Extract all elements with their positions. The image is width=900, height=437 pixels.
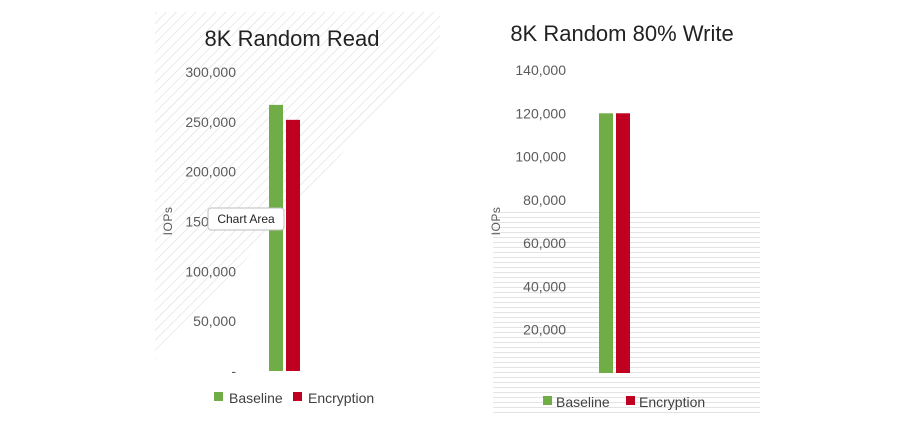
bars xyxy=(269,104,300,371)
bars xyxy=(599,113,630,374)
y-tick-label: 100,000 xyxy=(515,149,566,165)
legend-swatch-baseline xyxy=(214,392,223,401)
legend-label-encryption: Encryption xyxy=(308,390,374,406)
y-tick-label: 200,000 xyxy=(185,164,236,180)
chart-8k-random-80-write[interactable]: 8K Random 80% Write IOPs 20,000 40,000 60,… xyxy=(489,21,760,413)
y-tick-label: 80,000 xyxy=(523,192,566,208)
y-tick-label: 50,000 xyxy=(193,313,236,329)
y-axis-ticks: 20,000 40,000 60,000 80,000 100,000 120,000 14… xyxy=(515,62,566,338)
y-tick-label: 60,000 xyxy=(523,235,566,251)
tooltip-label: Chart Area xyxy=(217,212,275,226)
y-tick-label: 40,000 xyxy=(523,278,566,294)
chart-8k-random-read[interactable]: 8K Random Read IOPs -50,000100,000150,00… xyxy=(155,12,440,406)
legend: Baseline Encryption xyxy=(214,390,374,406)
chart-title: 8K Random 80% Write xyxy=(510,21,733,46)
bar-encryption xyxy=(286,119,300,371)
y-tick-label: 300,000 xyxy=(185,64,236,80)
bar-baseline xyxy=(599,113,613,374)
legend: Baseline Encryption xyxy=(543,394,705,410)
legend-label-baseline: Baseline xyxy=(556,394,610,410)
chart-title: 8K Random Read xyxy=(205,26,380,51)
y-tick-label: - xyxy=(231,363,236,379)
legend-swatch-encryption xyxy=(626,396,635,405)
bar-baseline xyxy=(269,104,283,371)
chart-area-tooltip: Chart Area xyxy=(207,207,285,231)
legend-label-encryption: Encryption xyxy=(639,394,705,410)
y-axis-label: IOPs xyxy=(489,207,503,236)
legend-swatch-encryption xyxy=(293,392,302,401)
y-axis-label: IOPs xyxy=(161,207,175,236)
tooltip-box xyxy=(207,207,285,231)
y-tick-label: 250,000 xyxy=(185,114,236,130)
bar-encryption xyxy=(616,113,630,374)
legend-swatch-baseline xyxy=(543,396,552,405)
y-tick-label: 120,000 xyxy=(515,105,566,121)
y-tick-label: 20,000 xyxy=(523,322,566,338)
y-tick-label: 140,000 xyxy=(515,62,566,78)
y-tick-label: 100,000 xyxy=(185,263,236,279)
legend-label-baseline: Baseline xyxy=(229,390,283,406)
